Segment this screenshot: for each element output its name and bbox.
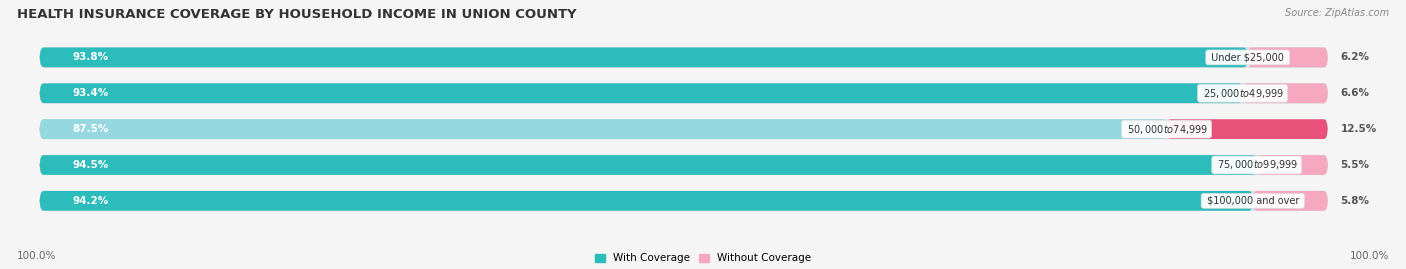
FancyBboxPatch shape — [1247, 48, 1327, 67]
FancyBboxPatch shape — [39, 191, 1253, 211]
Text: 100.0%: 100.0% — [1350, 251, 1389, 261]
Text: 6.6%: 6.6% — [1340, 88, 1369, 98]
FancyBboxPatch shape — [39, 191, 1327, 211]
Text: 93.8%: 93.8% — [72, 52, 108, 62]
Text: $100,000 and over: $100,000 and over — [1204, 196, 1302, 206]
Text: 5.5%: 5.5% — [1340, 160, 1369, 170]
FancyBboxPatch shape — [39, 119, 1327, 139]
FancyBboxPatch shape — [39, 83, 1327, 103]
Text: $25,000 to $49,999: $25,000 to $49,999 — [1201, 87, 1285, 100]
FancyBboxPatch shape — [39, 83, 1243, 103]
FancyBboxPatch shape — [1167, 119, 1327, 139]
Text: 93.4%: 93.4% — [72, 88, 108, 98]
FancyBboxPatch shape — [1253, 191, 1327, 211]
FancyBboxPatch shape — [39, 155, 1327, 175]
FancyBboxPatch shape — [39, 155, 1257, 175]
Text: 6.2%: 6.2% — [1340, 52, 1369, 62]
Text: HEALTH INSURANCE COVERAGE BY HOUSEHOLD INCOME IN UNION COUNTY: HEALTH INSURANCE COVERAGE BY HOUSEHOLD I… — [17, 8, 576, 21]
Text: 94.2%: 94.2% — [72, 196, 108, 206]
Text: $50,000 to $74,999: $50,000 to $74,999 — [1123, 123, 1209, 136]
FancyBboxPatch shape — [1243, 83, 1327, 103]
Text: Under $25,000: Under $25,000 — [1208, 52, 1288, 62]
Text: 87.5%: 87.5% — [72, 124, 108, 134]
FancyBboxPatch shape — [1257, 155, 1327, 175]
Text: 94.5%: 94.5% — [72, 160, 108, 170]
Text: $75,000 to $99,999: $75,000 to $99,999 — [1215, 158, 1299, 171]
FancyBboxPatch shape — [39, 48, 1327, 67]
Text: 5.8%: 5.8% — [1340, 196, 1369, 206]
FancyBboxPatch shape — [39, 119, 1167, 139]
FancyBboxPatch shape — [39, 48, 1247, 67]
Text: Source: ZipAtlas.com: Source: ZipAtlas.com — [1285, 8, 1389, 18]
Text: 12.5%: 12.5% — [1340, 124, 1376, 134]
Text: 100.0%: 100.0% — [17, 251, 56, 261]
Legend: With Coverage, Without Coverage: With Coverage, Without Coverage — [595, 253, 811, 263]
